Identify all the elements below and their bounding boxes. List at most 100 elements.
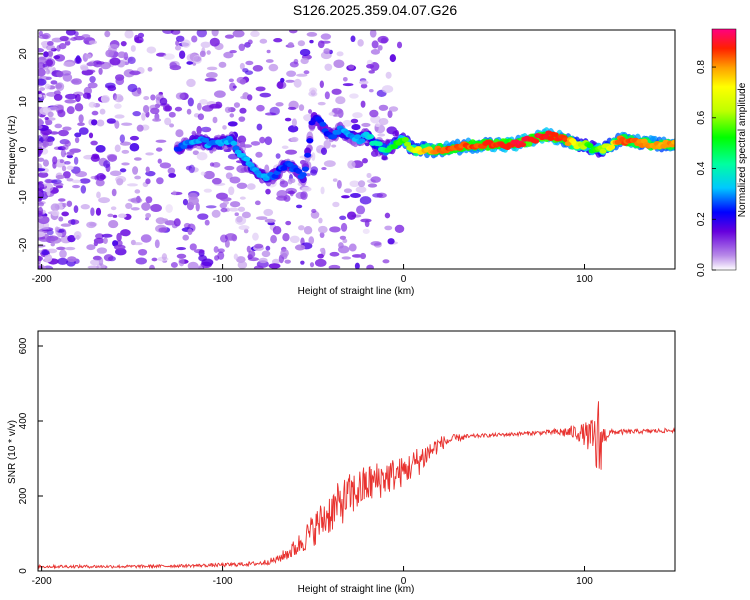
- spectral-blob: [81, 34, 91, 39]
- y-tick-label: 200: [18, 487, 29, 504]
- spectral-blob: [66, 200, 73, 207]
- spectral-blob: [120, 229, 131, 237]
- spectral-blob: [38, 146, 44, 155]
- spectral-blob: [204, 219, 210, 226]
- spectral-blob: [351, 123, 361, 131]
- spectral-blob: [95, 145, 106, 153]
- spectral-blob: [261, 250, 271, 258]
- spectral-blob: [376, 192, 387, 199]
- spectral-blob: [366, 264, 374, 269]
- spectral-blob: [117, 51, 126, 59]
- spectral-blob: [126, 183, 138, 187]
- ridge-blob: [306, 138, 314, 144]
- spectral-blob: [129, 70, 141, 75]
- spectral-blob: [39, 226, 49, 230]
- spectral-blob: [296, 73, 308, 77]
- spectral-blob: [217, 248, 225, 253]
- spectral-blob: [335, 96, 346, 105]
- spectral-blob: [241, 211, 251, 219]
- colorbar: 0.0 0.2 0.4 0.6 0.8 Normalized spectral ampl…: [696, 28, 748, 277]
- spectral-blob: [75, 170, 88, 178]
- spectral-blob: [56, 246, 65, 251]
- spectral-blob: [145, 178, 151, 185]
- spectral-blob: [367, 183, 378, 188]
- spectral-blob: [236, 215, 243, 223]
- ridge-blob: [354, 134, 362, 140]
- spectral-blob: [331, 88, 342, 95]
- spectral-blob: [237, 206, 246, 212]
- spectral-blob: [142, 104, 150, 114]
- spectral-blob: [320, 186, 325, 195]
- spectral-blob: [66, 178, 74, 182]
- ridge-blob: [671, 139, 675, 145]
- spectral-blob: [42, 159, 50, 167]
- spectral-blob: [121, 122, 133, 126]
- spectral-blob: [259, 136, 266, 144]
- spectral-blob: [370, 176, 381, 183]
- spectral-blob: [38, 231, 46, 238]
- spectral-blob: [135, 257, 147, 265]
- spectral-blob: [107, 213, 114, 218]
- spectral-blob: [60, 223, 72, 227]
- spectral-blob: [275, 153, 281, 159]
- spectral-blob: [246, 245, 251, 253]
- spectral-blob: [377, 133, 386, 137]
- spectral-blob: [281, 145, 289, 149]
- spectral-blob: [90, 154, 100, 162]
- spectral-blob: [341, 256, 352, 260]
- spectral-blob: [80, 66, 89, 71]
- spectral-blob: [339, 215, 347, 220]
- spectral-blob: [134, 175, 142, 180]
- spectral-blob: [228, 186, 235, 196]
- spectral-blob: [332, 201, 340, 208]
- spectral-blob: [98, 67, 103, 75]
- spectral-blob: [118, 213, 127, 218]
- spectral-blob: [161, 253, 168, 261]
- spectral-blob: [387, 238, 395, 245]
- spectral-blob: [96, 247, 108, 254]
- spectral-blob: [193, 249, 205, 254]
- spectral-blob: [239, 78, 247, 85]
- spectral-blob: [67, 235, 76, 243]
- spectral-blob: [145, 152, 154, 156]
- spectral-blob: [65, 93, 77, 100]
- spectral-blob: [228, 78, 234, 83]
- spectral-blob: [38, 118, 43, 126]
- spectral-blob: [203, 188, 212, 193]
- spectral-blob: [65, 30, 76, 36]
- spectral-blob: [44, 83, 51, 90]
- spectral-blob: [236, 182, 248, 189]
- spectral-blob: [298, 225, 305, 231]
- spectral-blob: [38, 255, 43, 262]
- spectral-blob: [38, 157, 45, 162]
- spectral-blob: [196, 30, 207, 38]
- spectral-blob: [102, 237, 108, 245]
- spectral-blob: [146, 46, 157, 54]
- spectral-blob: [252, 232, 259, 241]
- spectral-blob: [200, 41, 211, 48]
- spectral-blob: [333, 59, 345, 69]
- spectral-blob: [351, 254, 363, 258]
- spectral-blob: [295, 204, 303, 209]
- spectral-blob: [114, 94, 124, 103]
- spectral-blob: [89, 76, 96, 83]
- spectral-blob: [224, 233, 237, 241]
- spectral-blob: [85, 53, 92, 59]
- spectral-blob: [319, 80, 324, 88]
- spectral-blob: [155, 139, 167, 143]
- spectral-blob: [147, 67, 153, 72]
- spectral-blob: [119, 134, 125, 143]
- spectral-blob: [378, 104, 389, 111]
- x-tick-label: -100: [213, 274, 233, 285]
- spectral-blob: [311, 152, 316, 161]
- spectral-blob: [333, 107, 343, 115]
- spectral-blob: [284, 117, 292, 122]
- spectral-blob: [132, 242, 143, 246]
- spectral-blob: [121, 162, 130, 166]
- spectral-blob: [145, 166, 150, 173]
- spectral-blob: [341, 195, 350, 199]
- x-tick-label: 0: [401, 576, 407, 587]
- spectral-blob: [66, 151, 75, 155]
- spectral-blob: [95, 207, 102, 216]
- spectral-blob: [50, 203, 60, 212]
